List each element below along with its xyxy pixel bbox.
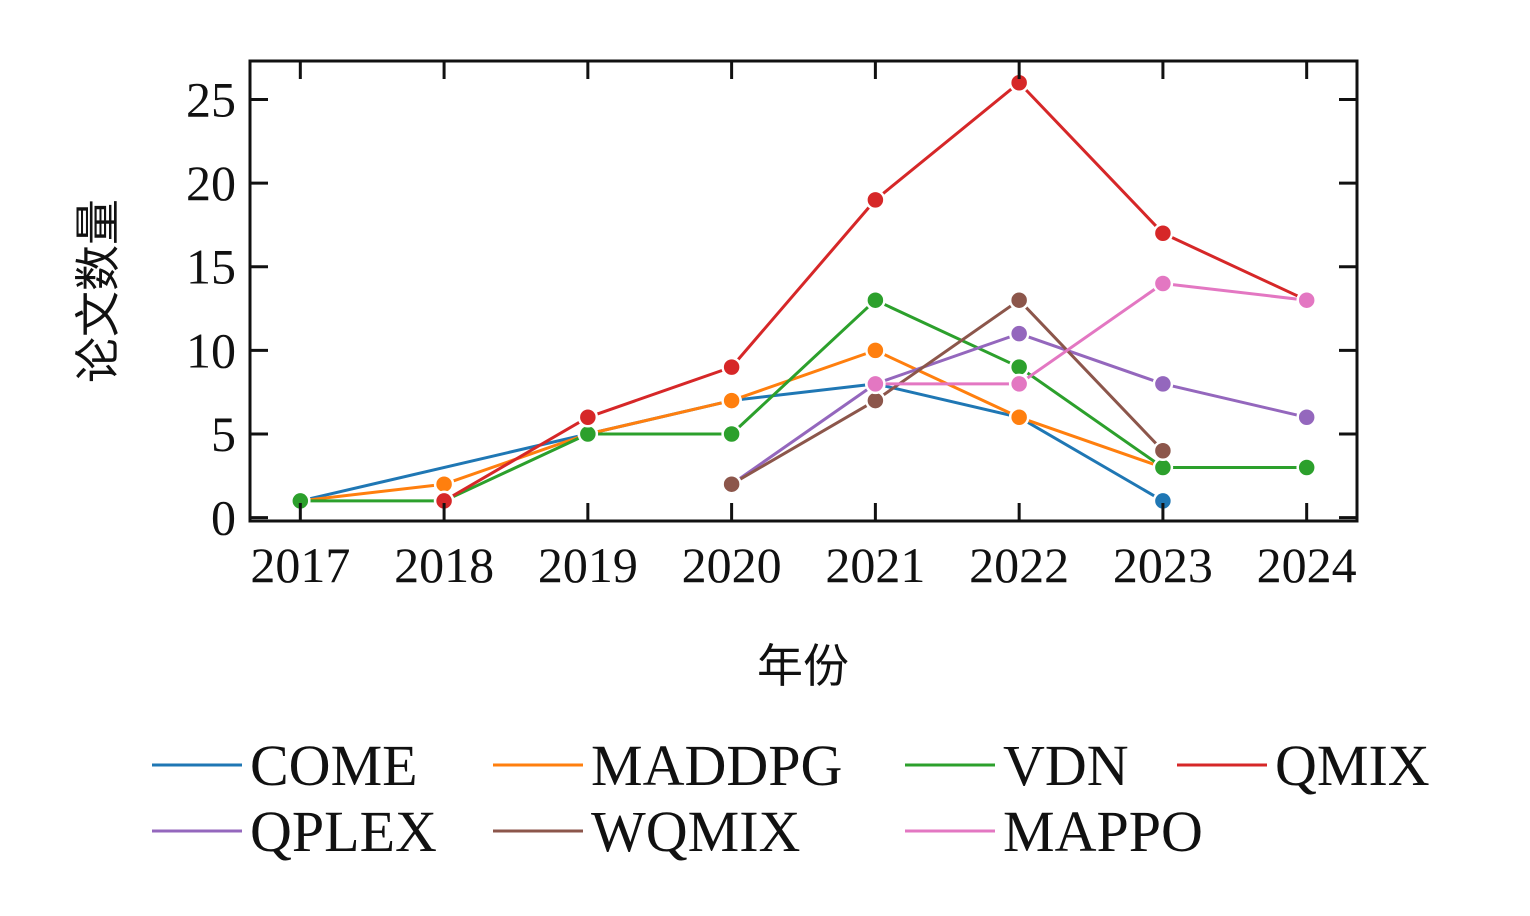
series-layer xyxy=(290,72,1317,512)
series-line-vdn xyxy=(300,298,1307,503)
y-axis-label: 论文数量 xyxy=(71,199,125,383)
data-point-maddpg xyxy=(865,340,886,361)
y-tick-labels: 0 5 10 15 20 25 xyxy=(186,71,236,545)
data-point-vdn xyxy=(1296,457,1317,478)
legend-item-come: COME xyxy=(152,733,418,798)
data-point-vdn xyxy=(577,423,599,445)
data-point-vdn xyxy=(1152,457,1174,478)
data-point-maddpg xyxy=(721,390,742,411)
data-point-qmix xyxy=(721,356,742,378)
data-point-mappo xyxy=(1152,273,1174,294)
legend-item-mappo: MAPPO xyxy=(905,799,1203,864)
series-mappo xyxy=(865,273,1317,395)
x-tick-label: 2024 xyxy=(1257,537,1357,593)
legend-item-qmix: QMIX xyxy=(1177,733,1430,798)
data-point-vdn xyxy=(721,423,742,445)
y-tick-label: 20 xyxy=(186,155,236,211)
data-point-qmix xyxy=(577,407,599,428)
x-tick-label: 2018 xyxy=(394,537,494,593)
legend-label: MAPPO xyxy=(1003,799,1203,864)
data-point-vdn xyxy=(865,289,886,311)
data-point-wqmix xyxy=(1152,440,1174,461)
data-point-qplex xyxy=(1296,407,1317,428)
data-point-qplex xyxy=(1008,323,1030,344)
series-line-wqmix xyxy=(730,298,1165,486)
x-tick-label: 2023 xyxy=(1113,537,1213,593)
x-tick-label: 2019 xyxy=(538,537,638,593)
data-point-qmix xyxy=(865,189,886,211)
ticks-layer xyxy=(250,61,1357,521)
legend-item-maddpg: MADDPG xyxy=(493,733,842,798)
legend-label: MADDPG xyxy=(591,733,842,798)
series-wqmix xyxy=(721,289,1174,495)
legend: COME MADDPG VDN QMIX QPLEX WQMIX MAPPO xyxy=(152,733,1430,864)
data-point-wqmix xyxy=(1008,289,1030,311)
legend-label: QMIX xyxy=(1275,733,1430,798)
y-tick-label: 0 xyxy=(211,490,236,546)
data-point-wqmix xyxy=(865,390,886,411)
y-tick-label: 10 xyxy=(186,322,236,378)
x-axis-label: 年份 xyxy=(757,639,849,693)
x-tick-label: 2022 xyxy=(969,537,1069,593)
x-tick-label: 2017 xyxy=(250,537,350,593)
legend-label: VDN xyxy=(1003,733,1129,798)
data-point-mappo xyxy=(1296,289,1317,311)
data-point-mappo xyxy=(865,373,886,395)
data-point-qmix xyxy=(1152,223,1174,244)
x-tick-label: 2020 xyxy=(682,537,782,593)
y-tick-label: 15 xyxy=(186,239,236,295)
data-point-mappo xyxy=(1008,373,1030,395)
legend-item-wqmix: WQMIX xyxy=(493,799,800,864)
legend-item-vdn: VDN xyxy=(905,733,1129,798)
legend-item-qplex: QPLEX xyxy=(152,799,437,864)
x-tick-labels: 2017 2018 2019 2020 2021 2022 2023 2024 xyxy=(250,537,1356,593)
legend-label: WQMIX xyxy=(591,799,800,864)
legend-label: COME xyxy=(250,733,418,798)
data-point-maddpg xyxy=(433,473,455,495)
data-point-wqmix xyxy=(721,473,742,495)
plot-frame xyxy=(248,59,1359,523)
y-tick-label: 25 xyxy=(186,71,236,127)
data-point-vdn xyxy=(1008,356,1030,378)
y-tick-label: 5 xyxy=(211,406,236,462)
data-point-qplex xyxy=(1152,373,1174,395)
legend-label: QPLEX xyxy=(250,799,437,864)
series-line-mappo xyxy=(875,281,1307,386)
x-tick-label: 2021 xyxy=(825,537,925,593)
data-point-maddpg xyxy=(1008,407,1030,428)
